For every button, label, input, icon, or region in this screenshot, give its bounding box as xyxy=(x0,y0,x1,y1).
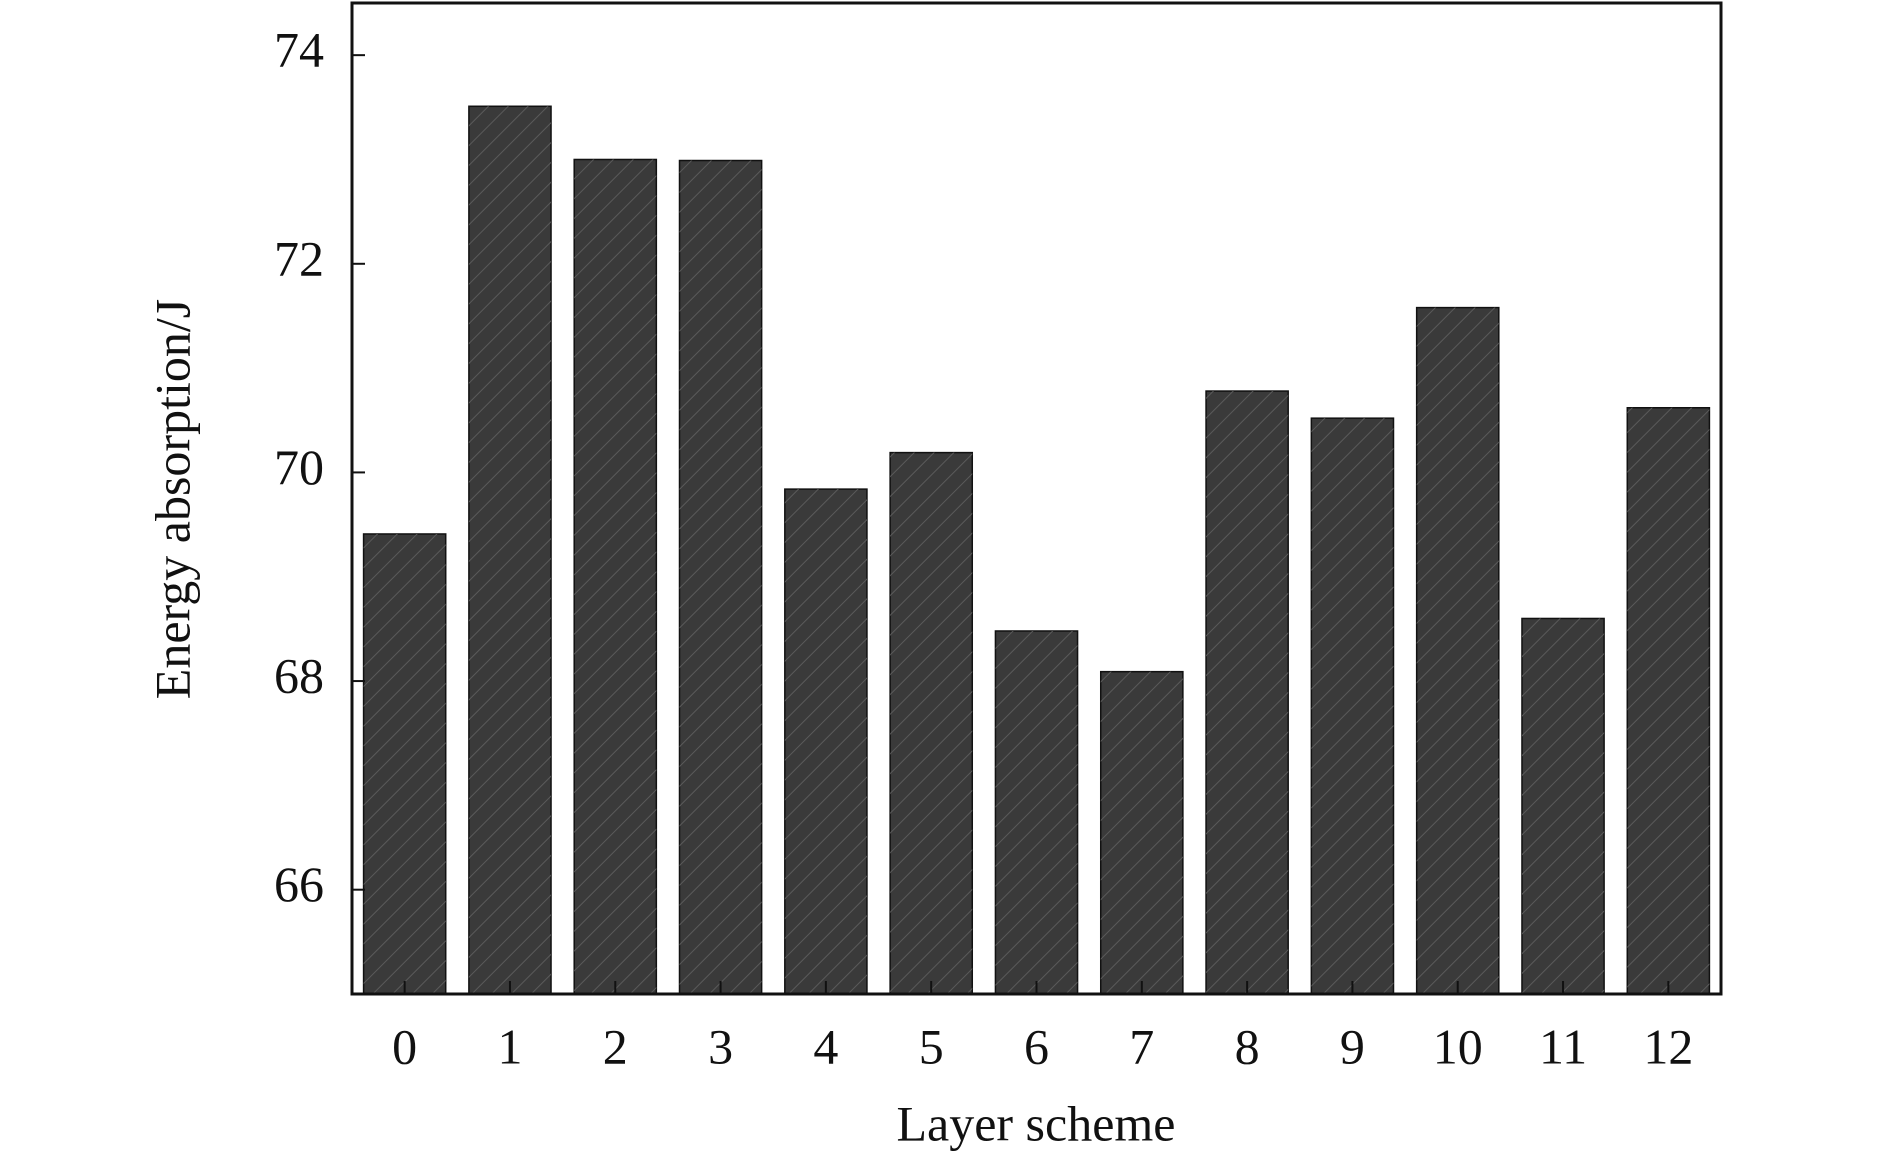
bar-hatch xyxy=(1206,391,1289,994)
y-axis-title: Energy absorption/J xyxy=(144,299,200,699)
x-tick-label: 2 xyxy=(603,1018,628,1074)
bar-hatch xyxy=(468,106,552,994)
bar-hatch xyxy=(1521,618,1605,994)
bar-hatch xyxy=(363,533,446,994)
x-tick-label: 6 xyxy=(1024,1018,1049,1074)
plot-frame xyxy=(350,1,1723,996)
y-tick-label: 66 xyxy=(274,856,324,912)
x-tick-label: 3 xyxy=(708,1018,733,1074)
x-tick-label: 11 xyxy=(1539,1018,1587,1074)
bar-hatch xyxy=(574,159,657,994)
y-tick-label: 74 xyxy=(274,22,324,78)
bar-hatch xyxy=(995,630,1078,994)
bar-hatch xyxy=(1416,307,1499,994)
y-tick-label: 70 xyxy=(274,439,324,495)
x-tick-label: 0 xyxy=(392,1018,417,1074)
x-tick-label: 10 xyxy=(1433,1018,1483,1074)
bar-hatch xyxy=(1311,418,1394,994)
x-axis-title: Layer scheme xyxy=(896,1095,1175,1151)
y-tick-label: 68 xyxy=(274,648,324,704)
x-tick-label: 1 xyxy=(497,1018,522,1074)
bar-hatch xyxy=(1100,671,1183,994)
bar-hatch xyxy=(679,160,762,994)
x-tick-label: 9 xyxy=(1340,1018,1365,1074)
x-tick-label: 5 xyxy=(919,1018,944,1074)
y-tick-label: 72 xyxy=(274,230,324,286)
bar-hatch xyxy=(1627,407,1710,995)
bar-hatch xyxy=(890,452,973,994)
x-tick-label: 8 xyxy=(1235,1018,1260,1074)
x-tick-label: 12 xyxy=(1643,1018,1693,1074)
bar-hatch xyxy=(784,489,867,994)
x-tick-label: 4 xyxy=(813,1018,838,1074)
x-tick-label: 7 xyxy=(1129,1018,1154,1074)
